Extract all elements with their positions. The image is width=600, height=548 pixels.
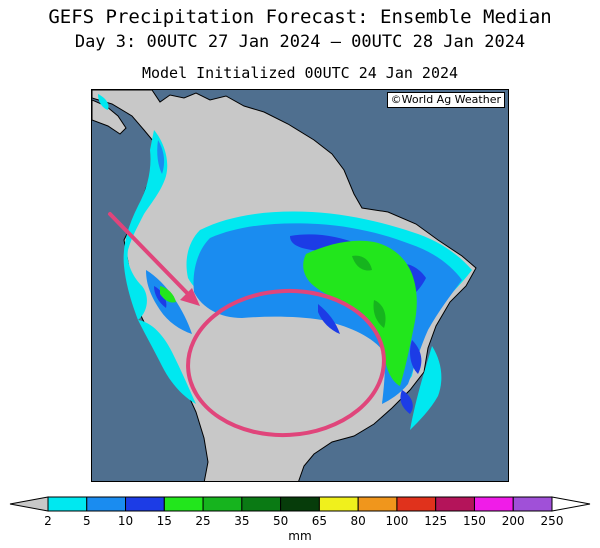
legend-swatch [163, 496, 204, 512]
precip-15-25mm [160, 240, 417, 386]
legend-swatch-below [9, 496, 49, 512]
init-time: Model Initialized 00UTC 24 Jan 2024 [141, 64, 459, 82]
legend-swatch [47, 496, 88, 512]
legend-swatch [241, 496, 282, 512]
legend-tick-label: 15 [156, 514, 172, 528]
legend-tick-label: 150 [463, 514, 486, 528]
legend-swatch [396, 496, 437, 512]
credit-label: ©World Ag Weather [386, 92, 505, 108]
legend-tick-label: 50 [272, 514, 289, 528]
legend-tick-label: 100 [385, 514, 409, 528]
legend-swatch [318, 496, 359, 512]
legend-swatch [280, 496, 320, 512]
precip-25-35mm [352, 255, 386, 328]
legend-tick-label: 80 [350, 514, 366, 528]
legend-swatch [435, 496, 475, 512]
chart-title: GEFS Precipitation Forecast: Ensemble Me… [48, 6, 552, 28]
legend-tick-label: 250 [540, 514, 564, 528]
valid-period: Day 3: 00UTC 27 Jan 2024 — 00UTC 28 Jan … [74, 32, 526, 52]
legend-tick-label: 35 [234, 514, 250, 528]
legend-tick-label: 5 [82, 514, 91, 528]
legend-swatch [512, 496, 553, 512]
legend-tick-label: 25 [195, 514, 211, 528]
legend-tick-label: 2 [44, 514, 52, 528]
legend-tick-label: 200 [501, 514, 525, 528]
legend-swatch [125, 496, 165, 512]
legend-swatch [202, 496, 243, 512]
legend-tick-label: 10 [117, 514, 134, 528]
legend-colorbar [9, 496, 591, 512]
precipitation-map: ©World Ag Weather [91, 89, 509, 482]
annotation-arrow [108, 212, 200, 306]
annotation-ellipse [186, 288, 386, 438]
map-canvas [92, 90, 508, 481]
legend-swatch-above [551, 496, 591, 512]
legend-swatch [473, 496, 514, 512]
legend-swatch [86, 496, 127, 512]
legend-swatch [357, 496, 398, 512]
legend-tick-label: 125 [424, 514, 448, 528]
legend-tick-label: 65 [311, 514, 328, 528]
legend-units: mm [288, 529, 312, 543]
